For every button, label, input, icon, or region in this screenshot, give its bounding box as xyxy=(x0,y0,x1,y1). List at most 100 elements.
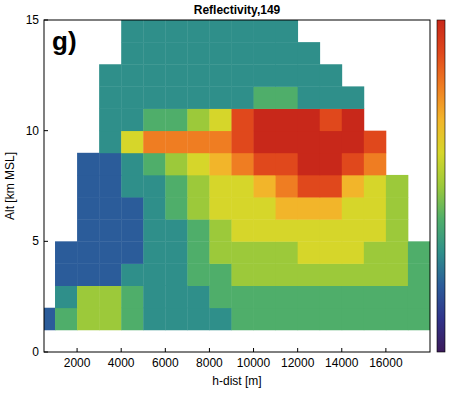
cell xyxy=(276,153,298,176)
x-tick-label: 2000 xyxy=(64,356,91,370)
cell xyxy=(254,42,276,65)
cell xyxy=(342,131,364,154)
cell xyxy=(121,153,143,176)
cell xyxy=(298,153,320,176)
cell xyxy=(231,175,253,198)
x-tick xyxy=(253,348,254,352)
cell xyxy=(408,263,430,286)
y-tick xyxy=(44,352,48,353)
cell xyxy=(254,286,276,309)
cell xyxy=(55,308,77,331)
cell xyxy=(121,241,143,264)
x-tick xyxy=(165,348,166,352)
cell xyxy=(209,20,231,43)
cell xyxy=(165,131,187,154)
cell xyxy=(386,241,408,264)
cell xyxy=(276,219,298,242)
cell xyxy=(320,308,342,331)
cell xyxy=(209,308,231,331)
cell xyxy=(364,286,386,309)
cell xyxy=(231,131,253,154)
cell xyxy=(121,131,143,154)
cell xyxy=(320,219,342,242)
cell xyxy=(165,42,187,65)
cell xyxy=(99,197,121,220)
cell xyxy=(165,64,187,87)
cell xyxy=(121,197,143,220)
y-tick-label: 10 xyxy=(26,124,40,138)
cell xyxy=(364,308,386,331)
cell xyxy=(231,308,253,331)
cell xyxy=(386,175,408,198)
cell xyxy=(386,219,408,242)
cell xyxy=(187,109,209,132)
cell xyxy=(209,42,231,65)
cell xyxy=(276,308,298,331)
cell xyxy=(187,20,209,43)
cell xyxy=(143,153,165,176)
cell xyxy=(231,263,253,286)
cell xyxy=(209,263,231,286)
cell xyxy=(99,175,121,198)
cell xyxy=(254,109,276,132)
cell xyxy=(99,109,121,132)
cell xyxy=(231,286,253,309)
cell xyxy=(276,286,298,309)
cell xyxy=(298,263,320,286)
cell xyxy=(254,131,276,154)
cell xyxy=(165,153,187,176)
cell xyxy=(364,219,386,242)
cell xyxy=(386,286,408,309)
cell xyxy=(276,86,298,109)
cell xyxy=(165,263,187,286)
cell xyxy=(386,197,408,220)
cell xyxy=(342,197,364,220)
cell xyxy=(254,175,276,198)
x-tick-label: 12000 xyxy=(281,356,315,370)
cell xyxy=(165,241,187,264)
cell xyxy=(231,109,253,132)
cell xyxy=(364,263,386,286)
panel-label-bg xyxy=(49,25,80,57)
x-tick xyxy=(77,348,78,352)
cell xyxy=(320,131,342,154)
cell xyxy=(320,286,342,309)
x-tick-label: 8000 xyxy=(196,356,223,370)
cell xyxy=(99,241,121,264)
cell xyxy=(364,131,386,154)
x-tick-label: 10000 xyxy=(237,356,271,370)
cell xyxy=(386,263,408,286)
y-tick-label: 5 xyxy=(32,234,39,248)
y-axis-title: Alt [km MSL] xyxy=(3,152,17,220)
cell xyxy=(408,286,430,309)
cell xyxy=(254,241,276,264)
cell xyxy=(121,42,143,65)
x-tick-label: 6000 xyxy=(152,356,179,370)
cell xyxy=(143,64,165,87)
colorbar xyxy=(437,20,445,352)
cell xyxy=(254,64,276,87)
cell xyxy=(77,286,99,309)
x-tick xyxy=(341,348,342,352)
cell xyxy=(187,308,209,331)
cell xyxy=(77,175,99,198)
cell xyxy=(298,219,320,242)
cell xyxy=(77,308,99,331)
cell xyxy=(165,86,187,109)
cells xyxy=(44,20,430,330)
cell xyxy=(209,286,231,309)
cell xyxy=(254,308,276,331)
cell xyxy=(276,241,298,264)
cell xyxy=(342,153,364,176)
cell xyxy=(143,42,165,65)
cell xyxy=(143,131,165,154)
cell xyxy=(187,42,209,65)
cell xyxy=(187,64,209,87)
cell xyxy=(209,153,231,176)
cell xyxy=(298,86,320,109)
x-tick-label: 14000 xyxy=(325,356,359,370)
cell xyxy=(165,20,187,43)
cell xyxy=(276,20,298,43)
plot-background xyxy=(44,20,430,352)
cell xyxy=(342,109,364,132)
